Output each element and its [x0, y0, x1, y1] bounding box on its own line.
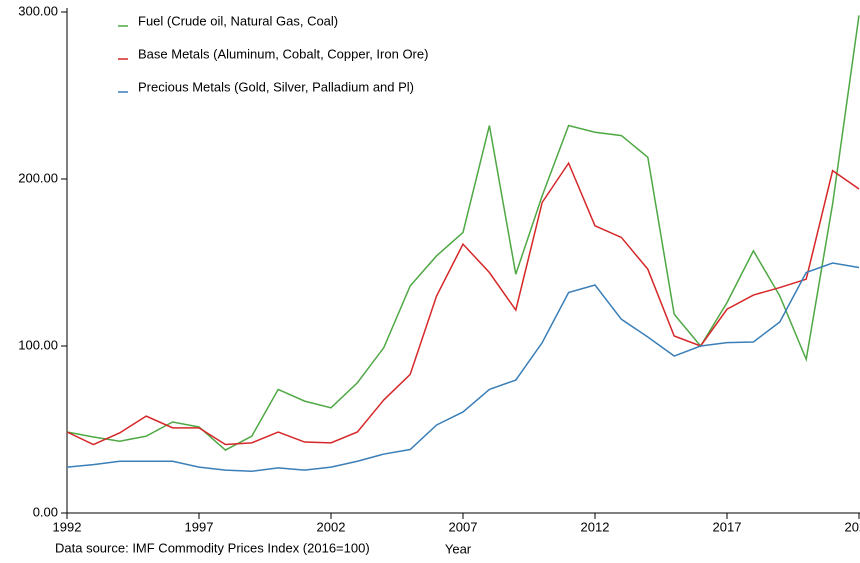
x-tick-label: 2017	[713, 519, 742, 534]
legend-label: Fuel (Crude oil, Natural Gas, Coal)	[138, 13, 338, 28]
series-line	[66, 161, 860, 446]
x-tick-label: 1997	[185, 519, 214, 534]
source-note: Data source: IMF Commodity Prices Index …	[55, 540, 370, 555]
x-axis-label: Year	[445, 541, 472, 556]
y-tick-label: 0.00	[33, 504, 58, 519]
x-tick-label: 2002	[317, 519, 346, 534]
series-line	[66, 262, 860, 473]
x-tick-label: 2007	[449, 519, 478, 534]
y-tick-label: 100.00	[18, 337, 58, 352]
series-line	[66, 15, 860, 451]
legend-label: Base Metals (Aluminum, Cobalt, Copper, I…	[138, 46, 428, 61]
y-tick-label: 200.00	[18, 170, 58, 185]
x-tick-label: 2012	[581, 519, 610, 534]
x-tick-label: 2022	[845, 519, 860, 534]
legend-label: Precious Metals (Gold, Silver, Palladium…	[138, 79, 414, 94]
y-tick-label: 300.00	[18, 3, 58, 18]
x-tick-label: 1992	[53, 519, 82, 534]
